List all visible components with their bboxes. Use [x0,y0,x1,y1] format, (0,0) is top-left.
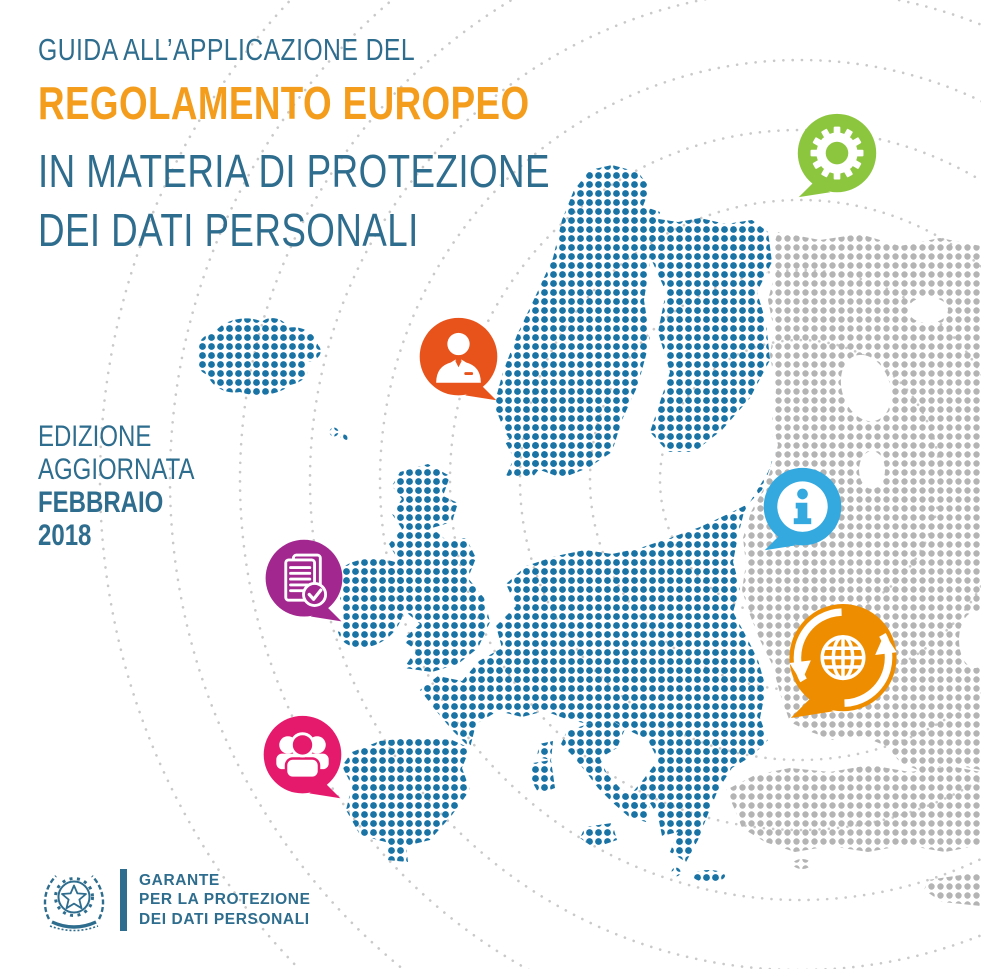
gear-bubble-icon [797,113,877,198]
logo-wordmark: GARANTE PER LA PROTEZIONE DEI DATI PERSO… [139,871,311,930]
garante-logo: GARANTE PER LA PROTEZIONE DEI DATI PERSO… [36,862,311,938]
cover-title: GUIDA ALL’APPLICAZIONE DEL REGOLAMENTO E… [38,34,678,266]
logo-line-3: DEI DATI PERSONALI [139,910,310,928]
edition-month: FEBBRAIO [38,486,164,519]
info-bubble-icon [763,467,842,551]
person-icon [436,332,481,383]
title-line-4: DEI DATI PERSONALI [38,204,419,256]
edition-year: 2018 [38,519,92,552]
data-controller-bubble-icon [419,317,498,401]
logo-line-1: GARANTE [139,871,220,889]
globe-transfer-bubble-icon [789,604,897,718]
europe-landmass [196,165,776,882]
edition-block: EDIZIONE AGGIORNATA FEBBRAIO 2018 [38,420,234,552]
title-line-3: IN MATERIA DI PROTEZIONE [38,145,550,197]
people-group-bubble-icon [263,715,342,799]
logo-divider-bar [120,869,127,931]
document-check-icon [284,553,328,607]
gear-icon [810,126,864,180]
documents-check-bubble-icon [265,539,343,622]
edition-word-1: EDIZIONE [38,420,152,453]
title-kicker: GUIDA ALL’APPLICAZIONE DEL [38,32,416,67]
people-group-icon [276,732,329,780]
logo-line-2: PER LA PROTEZIONE [139,891,311,909]
title-highlight: REGOLAMENTO EUROPEO [38,77,530,129]
info-icon [777,481,828,532]
map-sea-gaps [840,297,981,668]
edition-word-2: AGGIORNATA [38,453,195,486]
italian-republic-emblem-icon [43,875,105,932]
